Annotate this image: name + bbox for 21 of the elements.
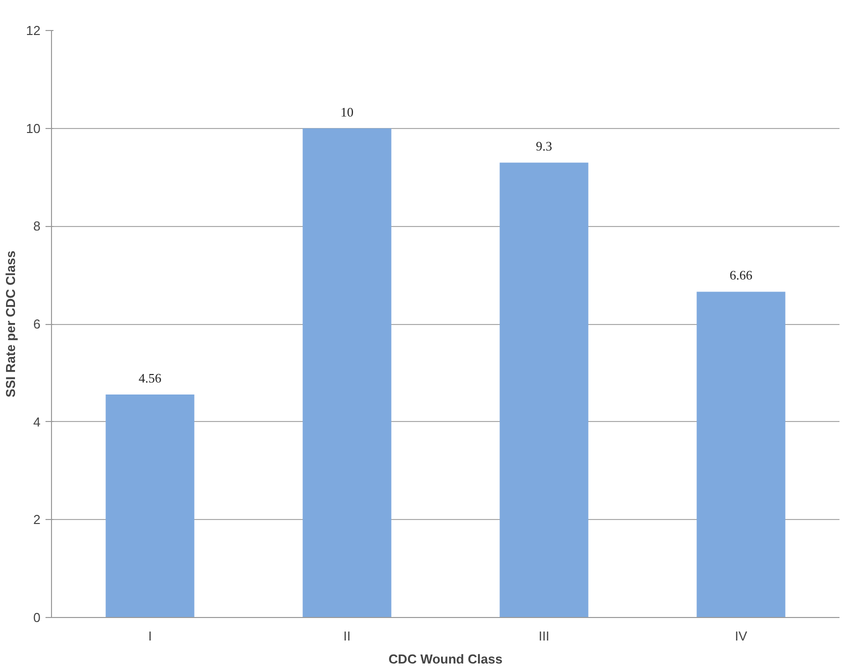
bar — [302, 128, 392, 618]
data-label: 6.66 — [730, 268, 753, 283]
bar — [696, 292, 786, 618]
x-tick-label: IV — [734, 628, 748, 644]
bar — [500, 162, 588, 618]
y-tick-label: 2 — [33, 512, 41, 528]
y-tick-label: 10 — [26, 120, 41, 136]
y-tick-label: 12 — [26, 23, 41, 38]
x-tick-label: III — [538, 628, 550, 644]
bar — [106, 394, 194, 618]
data-label: 4.56 — [138, 370, 162, 386]
data-label: 9.3 — [536, 138, 552, 154]
y-tick-label: 0 — [33, 610, 41, 625]
x-tick-label: I — [148, 628, 152, 644]
x-tick-label: II — [343, 628, 351, 644]
y-tick-label: 4 — [33, 414, 41, 430]
y-tick-label: 8 — [33, 218, 41, 234]
x-axis-title: CDC Wound Class — [388, 652, 502, 666]
y-tick-label: 6 — [33, 316, 41, 332]
y-axis-title: SSI Rate per CDC Class — [3, 250, 18, 398]
data-label: 10 — [340, 104, 354, 120]
